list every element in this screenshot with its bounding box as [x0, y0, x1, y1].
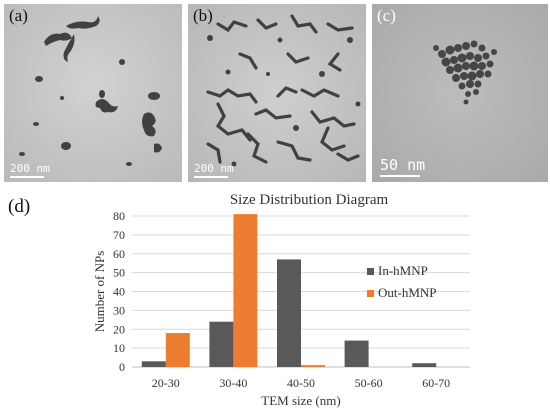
bar-out-hmnp-40-50: [301, 365, 325, 367]
x-tick-label: 30-40: [219, 376, 247, 390]
scale-bar-b: [194, 176, 228, 178]
scale-bar-label-b: 200 nm: [194, 162, 234, 175]
legend-swatch-in: [367, 268, 374, 275]
panel-a-label: (a): [9, 6, 28, 25]
tem-image-a: (a) 200 nm: [4, 4, 182, 182]
x-axis-title: TEM size (nm): [261, 393, 340, 408]
y-tick-label: 10: [113, 341, 125, 355]
panel-d-label: (d): [8, 196, 31, 217]
x-tick-label: 60-70: [422, 376, 450, 390]
y-tick-label: 20: [113, 322, 125, 336]
scale-bar-c: [380, 175, 420, 177]
chart-canvas: Size Distribution Diagram 0 10 20 30 40 50 60 70…: [92, 192, 470, 408]
y-tick-label: 30: [113, 303, 125, 317]
size-distribution-chart: Size Distribution Diagram 0 10 20 30 40 50 60 70…: [0, 185, 550, 409]
x-tick-label: 20-30: [152, 376, 180, 390]
y-tick-label: 60: [113, 247, 125, 261]
legend-label: In-hMNP: [378, 263, 428, 278]
bar-in-hmnp-30-40: [209, 321, 234, 367]
y-tick-label: 0: [119, 360, 125, 374]
x-tick-label: 50-60: [355, 376, 383, 390]
chart-title: Size Distribution Diagram: [230, 192, 389, 208]
panel-c-label: (c): [377, 6, 396, 25]
panel-b-label: (b): [193, 6, 213, 25]
legend-label: Out-hMNP: [378, 285, 437, 300]
y-tick-label: 80: [113, 209, 125, 223]
tem-micrograph-a: [4, 4, 182, 182]
tem-micrograph-b: [188, 4, 366, 182]
y-tick-label: 50: [113, 266, 125, 280]
y-tick-label: 40: [113, 285, 125, 299]
scale-bar-label-a: 200 nm: [10, 162, 50, 175]
bar-in-hmnp-60-70: [412, 363, 437, 367]
y-axis-title: Number of NPs: [92, 251, 107, 333]
bar-out-hmnp-20-30: [165, 333, 190, 367]
y-tick-label: 70: [113, 228, 125, 242]
bar-in-hmnp-40-50: [277, 259, 301, 367]
x-tick-label: 40-50: [287, 376, 315, 390]
tem-image-b: (b) 200 nm: [188, 4, 366, 182]
scale-bar-label-c: 50 nm: [380, 156, 426, 174]
tem-micrograph-c: [372, 4, 548, 182]
tem-image-c: (c) 50 nm: [372, 4, 548, 182]
bar-in-hmnp-50-60: [344, 340, 369, 367]
bar-in-hmnp-20-30: [141, 361, 166, 367]
scale-bar-a: [10, 176, 44, 178]
bar-out-hmnp-30-40: [233, 214, 258, 367]
legend-swatch-out: [367, 290, 374, 297]
